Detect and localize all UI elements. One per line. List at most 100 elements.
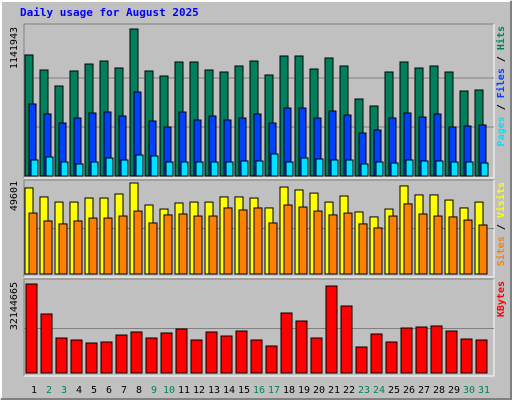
- x-tick-label: 25: [388, 385, 400, 396]
- legend-entry: KBytes: [496, 281, 507, 317]
- bar: [298, 206, 308, 275]
- bar: [480, 162, 489, 177]
- bar: [103, 217, 113, 275]
- bar: [118, 215, 128, 275]
- bar: [130, 331, 143, 374]
- legend: KBytes: [496, 281, 507, 317]
- legend: Pages / Files / Hits: [495, 26, 507, 146]
- bar: [445, 330, 458, 374]
- panel-border: [24, 279, 495, 377]
- bar: [268, 222, 278, 275]
- bar: [300, 157, 309, 177]
- bar: [315, 158, 324, 177]
- bar: [175, 328, 188, 374]
- bar: [210, 161, 219, 177]
- bar: [418, 213, 428, 275]
- bar: [460, 338, 473, 374]
- bar: [313, 210, 323, 275]
- panel-border: [24, 24, 495, 179]
- bar: [180, 161, 189, 177]
- bar: [450, 161, 459, 177]
- x-tick-label: 6: [106, 385, 112, 396]
- x-tick-label: 9: [151, 385, 157, 396]
- bar: [165, 161, 174, 177]
- bar: [250, 339, 263, 374]
- x-tick-label: 2: [46, 385, 52, 396]
- bar: [70, 339, 83, 374]
- bar: [285, 161, 294, 177]
- bar: [373, 227, 383, 275]
- bar: [435, 160, 444, 177]
- bar: [270, 153, 279, 177]
- panel-border: [24, 180, 495, 278]
- x-tick-label: 14: [223, 385, 235, 396]
- bar: [30, 159, 39, 177]
- bar: [148, 222, 158, 275]
- x-tick-label: 16: [253, 385, 265, 396]
- bar: [475, 339, 488, 374]
- bar: [25, 283, 38, 374]
- x-tick-label: 22: [343, 385, 355, 396]
- bar: [255, 160, 264, 177]
- legend-entry: Visits: [495, 182, 507, 218]
- x-tick-label: 20: [313, 385, 325, 396]
- bar: [120, 159, 129, 177]
- x-tick-label: 19: [298, 385, 310, 396]
- bar: [28, 212, 38, 275]
- x-tick-label: 1: [31, 385, 37, 396]
- bar: [235, 330, 248, 374]
- x-tick-label: 26: [403, 385, 415, 396]
- bar: [330, 159, 339, 177]
- bar: [415, 326, 428, 374]
- x-tick-label: 12: [193, 385, 205, 396]
- bar: [223, 207, 233, 275]
- x-tick-label: 7: [121, 385, 127, 396]
- bar: [135, 154, 144, 177]
- x-tick-label: 24: [373, 385, 385, 396]
- bar: [178, 213, 188, 275]
- bar: [205, 331, 218, 374]
- bar: [283, 204, 293, 275]
- bar: [355, 346, 368, 374]
- legend-separator: /: [496, 98, 507, 116]
- bar: [430, 325, 443, 374]
- x-tick-label: 15: [238, 385, 250, 396]
- bar: [40, 313, 53, 374]
- legend-separator: /: [496, 218, 507, 236]
- y-tick-label: 32144665: [9, 282, 20, 330]
- bar: [220, 335, 233, 374]
- bar: [133, 210, 143, 275]
- bar: [238, 209, 248, 275]
- bar: [325, 285, 338, 374]
- legend: Sites / Visits: [495, 182, 507, 266]
- bar: [43, 220, 53, 275]
- bar: [390, 162, 399, 177]
- bar: [328, 214, 338, 275]
- x-tick-label: 5: [91, 385, 97, 396]
- y-tick-label: 1141943: [9, 27, 20, 69]
- bar: [463, 219, 473, 275]
- x-tick-label: 27: [418, 385, 430, 396]
- bar: [88, 217, 98, 275]
- bar: [478, 224, 488, 275]
- bar: [145, 337, 158, 374]
- bar: [225, 161, 234, 177]
- bar: [90, 161, 99, 177]
- bar: [405, 159, 414, 177]
- bar: [208, 215, 218, 275]
- x-tick-label: 11: [178, 385, 190, 396]
- bar: [160, 332, 173, 374]
- bar: [385, 341, 398, 374]
- legend-entry: Pages: [496, 116, 507, 146]
- bar: [343, 212, 353, 275]
- bar: [375, 161, 384, 177]
- panel-border: [23, 179, 494, 277]
- legend-separator: /: [496, 50, 507, 68]
- bar: [75, 163, 84, 177]
- x-tick-label: 31: [478, 385, 490, 396]
- bar: [400, 327, 413, 374]
- legend-entry: Sites: [495, 236, 507, 266]
- panel-border: [23, 278, 494, 376]
